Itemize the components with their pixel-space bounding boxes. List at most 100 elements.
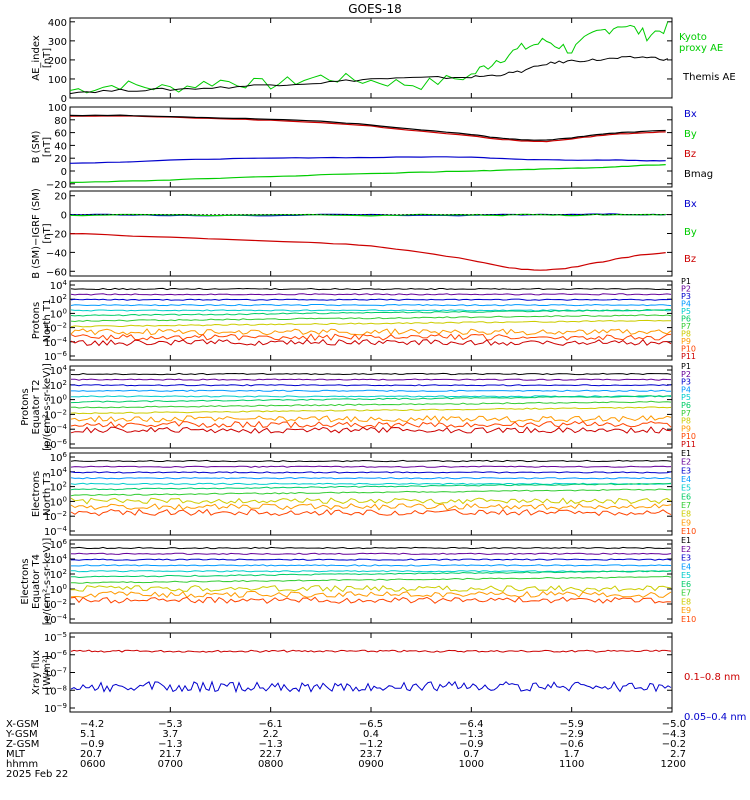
legend-e3: E3 <box>681 554 691 563</box>
flux-series-line <box>71 384 672 387</box>
legend-e8: E8 <box>681 597 691 606</box>
flux-series-line <box>70 546 672 550</box>
y-axis-label: Electrons <box>31 471 42 517</box>
flux-series-line <box>70 590 672 599</box>
ephem-value: 0600 <box>80 759 105 770</box>
flux-series-line <box>70 400 672 409</box>
legend-p11: P11 <box>681 440 696 449</box>
flux-series-line <box>71 378 672 381</box>
flux-series-line <box>71 564 672 567</box>
y-tick-label: 0 <box>61 211 67 222</box>
b-series-line <box>69 232 666 271</box>
ephem-row-label: Z-GSM <box>6 739 39 750</box>
y-axis-label: [nT] <box>42 137 53 157</box>
y-axis-label: [nT] <box>42 223 53 243</box>
y-tick-label: 20 <box>54 154 67 165</box>
flux-series-line <box>70 338 672 347</box>
ephem-value: −0.9 <box>80 739 104 750</box>
legend-e8: E8 <box>681 510 691 519</box>
y-tick-label: 200 <box>48 56 67 67</box>
y-axis-label: B (SM)−IGRF (SM) <box>31 188 42 279</box>
flux-series-line <box>71 575 672 584</box>
legend-p2: P2 <box>681 285 691 294</box>
ae-series-line <box>69 55 668 95</box>
flux-series-line <box>70 459 672 463</box>
y-tick-label: 106 <box>50 451 68 464</box>
y-tick-label: 10−6 <box>44 649 68 662</box>
y-tick-label: 10−4 <box>44 423 68 436</box>
ephem-value: 0800 <box>258 759 283 770</box>
y-tick-label: 10−2 <box>44 598 67 611</box>
y-tick-label: 100 <box>50 495 67 508</box>
panel-frame <box>69 452 673 536</box>
y-axis-label: AE_index <box>31 35 42 81</box>
legend-xray-short: 0.05–0.4 nm <box>684 712 746 723</box>
flux-series-line <box>70 333 672 342</box>
plot-title: GOES-18 <box>348 2 402 16</box>
legend-e4: E4 <box>681 475 691 484</box>
legend-xray-long: 0.1–0.8 nm <box>684 672 740 683</box>
flux-series-line <box>70 420 672 429</box>
y-tick-label: 10−9 <box>44 702 67 715</box>
flux-series-line <box>70 482 672 491</box>
ephem-value: −1.3 <box>158 739 182 750</box>
ephem-value: −5.0 <box>662 719 686 730</box>
y-tick-label: 10−2 <box>44 322 67 335</box>
ephem-value: −5.9 <box>560 719 584 730</box>
flux-series-line <box>70 552 672 555</box>
panel-frame <box>69 190 673 277</box>
legend-e7: E7 <box>681 589 691 598</box>
b-series-line <box>69 115 666 143</box>
ephem-value: 1000 <box>459 759 484 770</box>
legend-p5: P5 <box>681 393 691 402</box>
legend-e10: E10 <box>681 615 696 624</box>
legend-p6: P6 <box>681 401 691 410</box>
y-tick-label: 104 <box>50 553 68 566</box>
flux-series-line <box>70 465 672 468</box>
ephem-value: 20.7 <box>80 749 102 760</box>
flux-series-line <box>70 303 672 307</box>
legend-by: By <box>684 129 697 140</box>
legend-e3: E3 <box>681 466 691 475</box>
legend-p1: P1 <box>681 277 691 286</box>
flux-series-line <box>70 308 672 317</box>
legend-themis: Themis AE <box>682 72 736 83</box>
y-tick-label: 400 <box>48 18 67 29</box>
legend-e1: E1 <box>681 536 691 545</box>
y-tick-label: 104 <box>50 279 68 292</box>
ephem-value: −1.3 <box>459 729 483 740</box>
ephem-value: 5.1 <box>80 729 96 740</box>
y-tick-label: 10−6 <box>44 350 68 363</box>
legend-p5: P5 <box>681 307 691 316</box>
y-tick-label: 100 <box>50 394 67 407</box>
legend-e4: E4 <box>681 562 691 571</box>
ephem-value: −6.1 <box>259 719 283 730</box>
xray-series-line <box>70 649 672 653</box>
legend-bz: Bz <box>684 149 696 160</box>
ephem-value: 3.7 <box>162 729 178 740</box>
legend-p3: P3 <box>681 292 691 301</box>
y-tick-label: 106 <box>50 538 68 551</box>
y-tick-label: 102 <box>50 293 67 306</box>
y-axis-label: Xray flux <box>31 650 42 695</box>
flux-series-line <box>70 477 672 480</box>
y-tick-label: 10−4 <box>44 525 68 538</box>
legend-p9: P9 <box>681 337 691 346</box>
ephem-value: −4.2 <box>80 719 104 730</box>
flux-series-line <box>70 570 672 573</box>
ephem-value: −1.2 <box>359 739 383 750</box>
y-axis-label: Protons <box>20 388 31 425</box>
flux-series-line <box>71 558 672 561</box>
flux-series-line <box>70 570 672 579</box>
y-tick-label: −40 <box>46 248 67 259</box>
y-tick-label: −20 <box>46 230 67 241</box>
legend-p9: P9 <box>681 424 691 433</box>
legend-e6: E6 <box>681 492 691 501</box>
flux-series-line <box>70 293 672 296</box>
y-axis-label: B (SM) <box>31 130 42 163</box>
xray-series-line <box>70 680 672 694</box>
ephem-value: −4.3 <box>662 729 686 740</box>
y-tick-label: 100 <box>50 307 67 320</box>
legend-p2: P2 <box>681 370 691 379</box>
